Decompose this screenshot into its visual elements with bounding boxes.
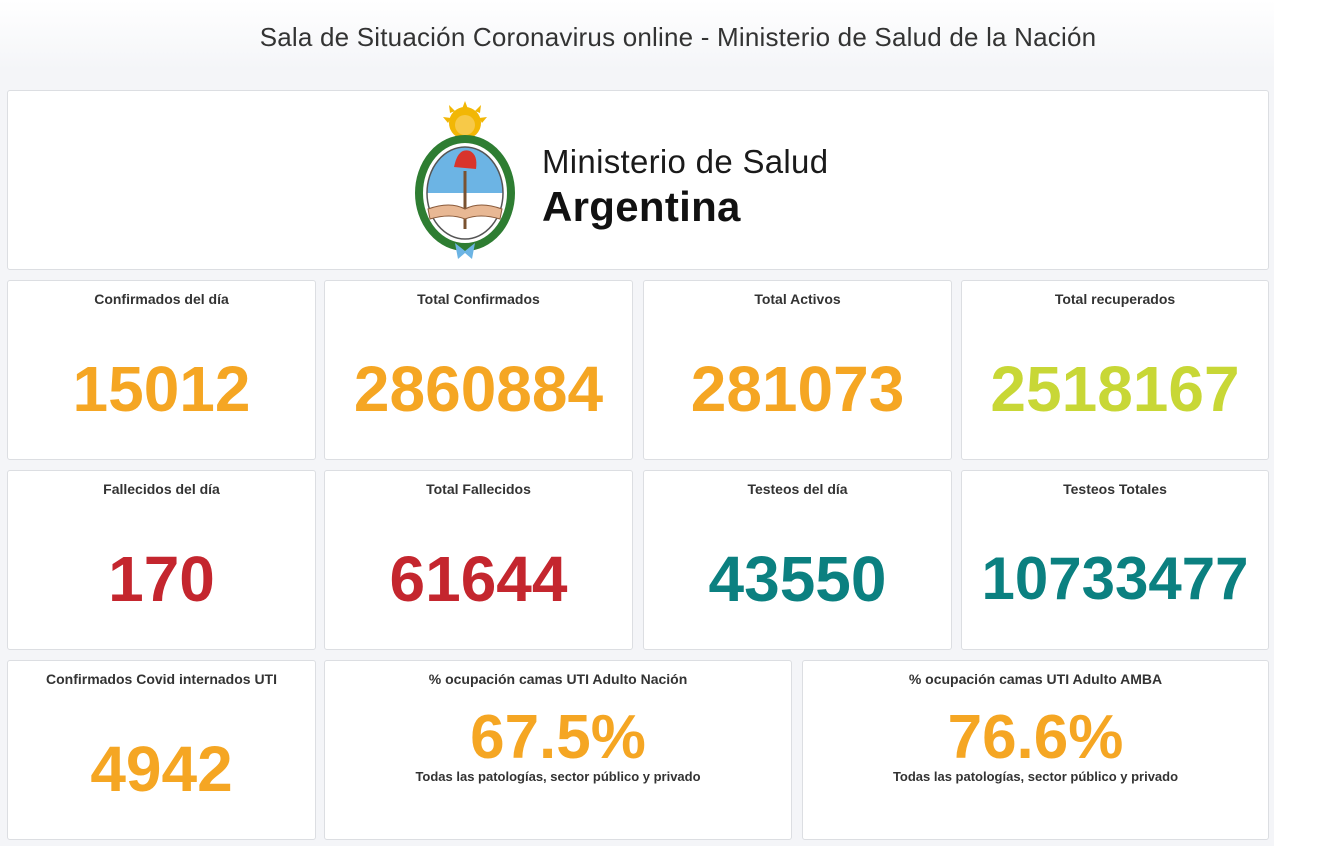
stat-value: 4942 — [90, 733, 233, 805]
coat-of-arms-icon — [415, 101, 515, 259]
panel-title: Testeos del día — [747, 481, 848, 497]
panel-title: Fallecidos del día — [103, 481, 220, 497]
stat-value: 10733477 — [981, 545, 1249, 612]
panel-title: % ocupación camas UTI Adulto Nación — [428, 671, 688, 687]
panel-total-confirmados: Total Confirmados 2860884 — [324, 280, 633, 460]
panel-title: Total Activos — [754, 291, 841, 307]
panel-total-recuperados: Total recuperados 2518167 — [961, 280, 1269, 460]
dashboard: Sala de Situación Coronavirus online - M… — [0, 0, 1274, 846]
country-name: Argentina — [542, 183, 741, 230]
panel-total-fallecidos: Total Fallecidos 61644 — [324, 470, 633, 650]
stat-value: 281073 — [690, 353, 905, 425]
stat-value: 170 — [108, 543, 215, 615]
panel-title: Total Fallecidos — [426, 481, 531, 497]
occupancy-value: 67.5% — [470, 703, 646, 772]
panel-testeos-totales: Testeos Totales 10733477 — [961, 470, 1269, 650]
panel-testeos-dia: Testeos del día 43550 — [643, 470, 952, 650]
panel-total-activos: Total Activos 281073 — [643, 280, 952, 460]
panel-ocupacion-nacion: % ocupación camas UTI Adulto Nación 67.5… — [324, 660, 792, 840]
logo-banner: Ministerio de Salud Argentina — [7, 90, 1269, 270]
stat-value: 61644 — [389, 543, 568, 615]
panel-title: Total Confirmados — [417, 291, 540, 307]
panel-fallecidos-dia: Fallecidos del día 170 — [7, 470, 316, 650]
stat-value: 15012 — [72, 353, 251, 425]
occupancy-note: Todas las patologías, sector público y p… — [415, 769, 701, 784]
stat-value: 2860884 — [353, 353, 604, 425]
page-title: Sala de Situación Coronavirus online - M… — [259, 22, 1097, 52]
panel-title: Total recuperados — [1054, 291, 1176, 307]
panel-title: Confirmados del día — [94, 291, 229, 307]
occupancy-value: 76.6% — [947, 703, 1124, 772]
panel-title: Confirmados Covid internados UTI — [45, 671, 277, 687]
panel-title: Testeos Totales — [1063, 481, 1167, 497]
panel-ocupacion-amba: % ocupación camas UTI Adulto AMBA 76.6% … — [802, 660, 1269, 840]
occupancy-note: Todas las patologías, sector público y p… — [892, 769, 1179, 784]
panel-confirmados-dia: Confirmados del día 15012 — [7, 280, 316, 460]
stat-value: 2518167 — [990, 353, 1240, 425]
ministry-name: Ministerio de Salud — [542, 143, 829, 180]
panel-title: % ocupación camas UTI Adulto AMBA — [908, 671, 1163, 687]
panel-internados-uti: Confirmados Covid internados UTI 4942 — [7, 660, 316, 840]
stat-value: 43550 — [708, 543, 887, 615]
